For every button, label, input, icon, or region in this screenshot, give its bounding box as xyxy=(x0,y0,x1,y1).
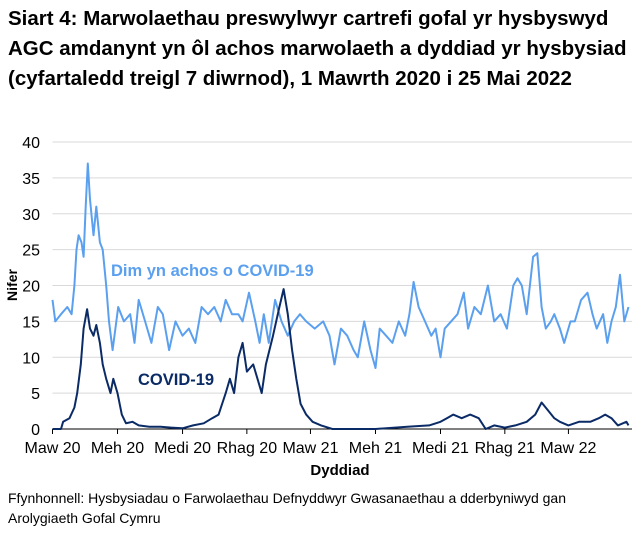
x-tick-label: Meh 21 xyxy=(349,440,402,457)
x-tick-label: Medi 21 xyxy=(412,440,469,457)
y-tick-label: 35 xyxy=(22,171,40,188)
source-note: Ffynhonnell: Hysbysiadau o Farwolaethau … xyxy=(8,490,566,526)
x-tick-label: Meh 20 xyxy=(91,440,144,457)
series-line-non-covid xyxy=(51,162,630,369)
chart-title: Siart 4: Marwolaethau preswylwyr cartref… xyxy=(8,7,627,90)
y-tick-label: 0 xyxy=(31,422,40,439)
y-tick-label: 25 xyxy=(22,243,40,260)
x-axis-label: Dyddiad xyxy=(310,462,369,479)
series-label-non-covid: Dim yn achos o COVID-19 xyxy=(111,262,314,280)
y-tick-label: 5 xyxy=(31,386,40,403)
x-tick-label: Maw 20 xyxy=(24,440,80,457)
series-line-covid xyxy=(52,288,630,430)
y-tick-label: 20 xyxy=(22,279,40,296)
x-tick-label: Maw 22 xyxy=(540,440,596,457)
y-tick-label: 10 xyxy=(22,350,40,367)
y-tick-label: 40 xyxy=(22,135,40,152)
series-label-covid: COVID-19 xyxy=(138,371,214,389)
x-tick-label: Rhag 20 xyxy=(217,440,278,457)
x-tick-label: Maw 21 xyxy=(282,440,338,457)
y-axis-label: Nifer xyxy=(4,269,20,301)
y-tick-label: 15 xyxy=(22,314,40,331)
y-tick-label: 30 xyxy=(22,207,40,224)
x-tick-label: Medi 20 xyxy=(154,440,211,457)
x-tick-label: Rhag 21 xyxy=(475,440,536,457)
